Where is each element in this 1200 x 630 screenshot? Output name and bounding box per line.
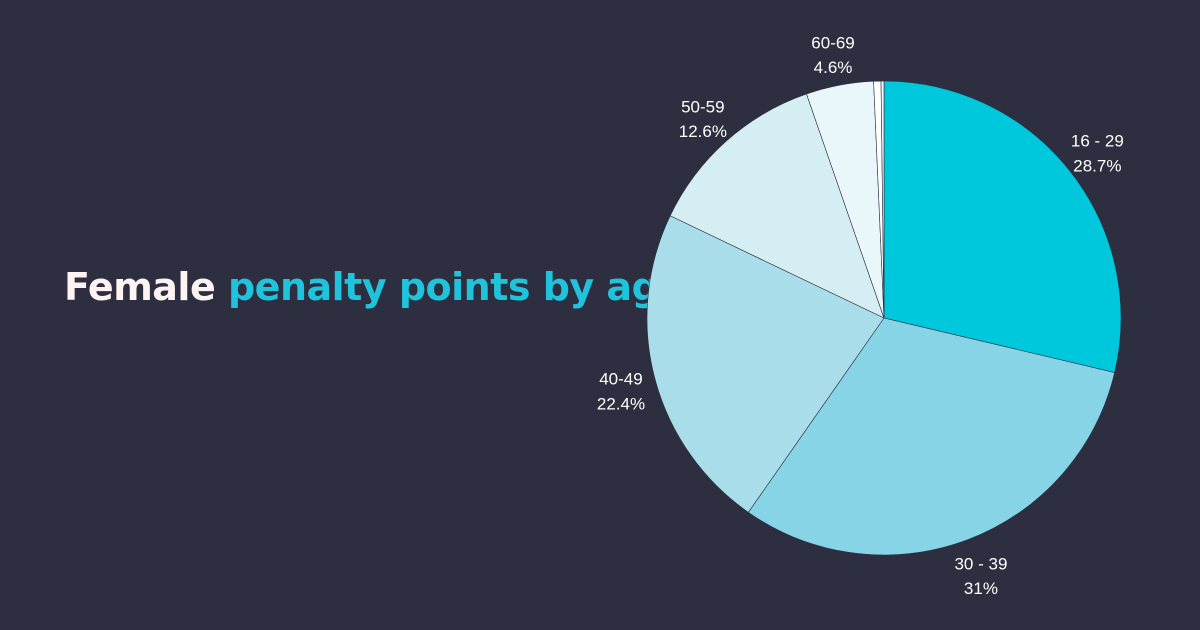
pie-slices <box>646 80 1122 556</box>
slice-category-label: 50-59 <box>681 98 724 117</box>
slice-category-label: 30 - 39 <box>954 555 1007 574</box>
chart-title: Female penalty points by age <box>64 258 684 316</box>
chart-title-white-part: Female <box>64 265 216 309</box>
slice-value-label: 4.6% <box>814 58 853 77</box>
slice-category-label: 40-49 <box>599 370 642 389</box>
slice-value-label: 22.4% <box>597 394 645 413</box>
pie-label-50-59: 50-59 12.6% <box>679 98 727 142</box>
pie-label-16-29: 16 - 29 28.7% <box>1071 132 1124 176</box>
slice-value-label: 28.7% <box>1073 156 1121 175</box>
pie-label-60-69: 60-69 4.6% <box>811 33 854 77</box>
chart-title-accent-part: penalty points by age <box>227 265 684 309</box>
pie-label-30-39: 30 - 39 31% <box>954 555 1007 599</box>
pie-slice-50-59 <box>669 93 885 319</box>
pie-label-40-49: 40-49 22.4% <box>597 370 645 414</box>
slice-category-label: 16 - 29 <box>1071 132 1124 151</box>
pie-slice-16-29 <box>883 80 1122 373</box>
pie-labels: 16 - 29 28.7% 30 - 39 31% 40-49 22.4% 50-59 12.… <box>597 33 1124 598</box>
slice-value-label: 31% <box>964 579 998 598</box>
slice-value-label: 12.6% <box>679 122 727 141</box>
pie-slice-30-39 <box>747 317 1115 556</box>
pie-slice-extra-6 <box>880 80 885 319</box>
slice-category-label: 60-69 <box>811 33 854 52</box>
